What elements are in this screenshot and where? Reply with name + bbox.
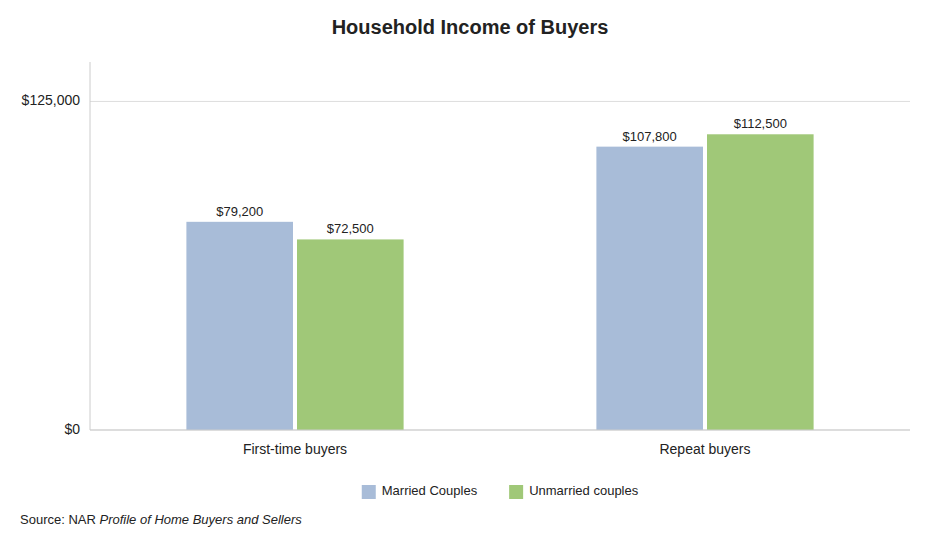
legend-swatch — [362, 485, 376, 499]
y-tick-label: $0 — [64, 421, 80, 437]
data-label: $107,800 — [623, 129, 677, 144]
x-axis-line — [90, 430, 910, 431]
x-axis: First-time buyers Repeat buyers — [90, 430, 910, 457]
source-part: Source: NAR — [20, 512, 99, 527]
source: Source: NAR Profile of Home Buyers and S… — [20, 512, 302, 527]
grid-line — [90, 430, 910, 431]
bar — [707, 134, 814, 430]
data-labels: $79,200 $107,800 $72,500 $112,500 — [216, 116, 787, 236]
source-part: Profile of Home Buyers and Sellers — [99, 512, 302, 527]
bars — [186, 134, 813, 430]
bar — [596, 147, 703, 430]
legend-item: Married Couples — [362, 483, 478, 499]
bar — [297, 239, 404, 430]
y-tick-label: $125,000 — [22, 92, 81, 108]
legend-label: Married Couples — [382, 483, 478, 498]
data-label: $112,500 — [734, 116, 787, 131]
legend-label: Unmarried couples — [529, 483, 639, 498]
data-label: $79,200 — [216, 204, 263, 219]
bar — [186, 222, 293, 430]
title: Household Income of Buyers — [332, 16, 609, 38]
x-tick-label: First-time buyers — [243, 441, 347, 457]
legend: Married Couples Unmarried couples — [362, 483, 639, 499]
chart: Household Income of Buyers $0 $125,000 $79,… — [0, 0, 940, 538]
legend-swatch — [509, 485, 523, 499]
grid-line — [90, 101, 910, 102]
data-label: $72,500 — [327, 221, 374, 236]
y-axis-line — [90, 62, 91, 430]
y-axis: $0 $125,000 — [22, 62, 910, 437]
legend-item: Unmarried couples — [509, 483, 639, 499]
x-tick-label: Repeat buyers — [659, 441, 750, 457]
